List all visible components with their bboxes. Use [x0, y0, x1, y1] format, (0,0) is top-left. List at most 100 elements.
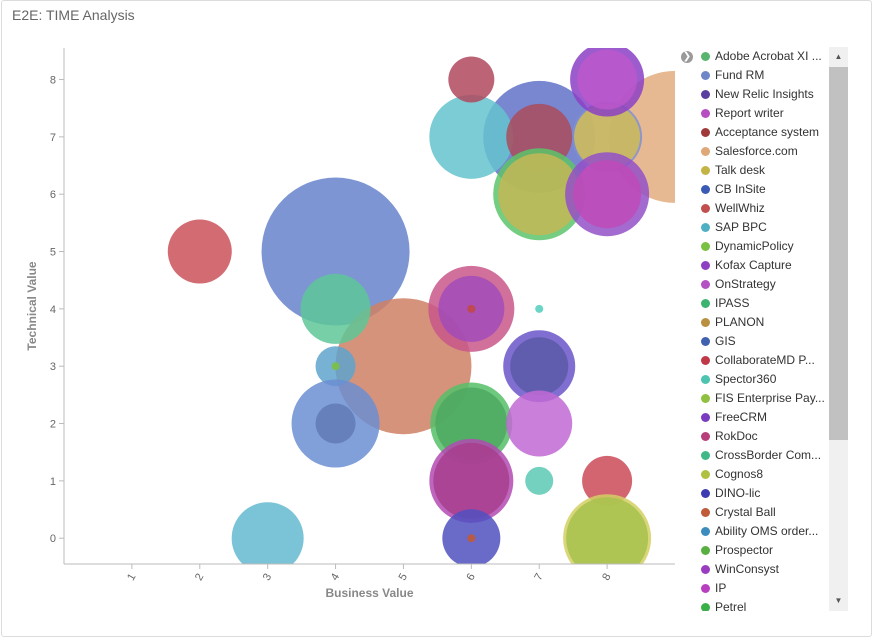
bubble-19[interactable] [467, 304, 476, 313]
legend-item[interactable]: CollaborateMD P... [701, 351, 827, 370]
y-tick-label: 7 [50, 132, 56, 144]
legend-item[interactable]: DynamicPolicy [701, 237, 827, 256]
bubble-22[interactable] [331, 362, 340, 371]
legend-dot-icon [701, 166, 710, 175]
legend-item[interactable]: Acceptance system [701, 123, 827, 142]
bubble-29[interactable] [506, 390, 573, 457]
bubble-15[interactable] [167, 219, 232, 284]
bubble-16[interactable] [300, 273, 371, 344]
legend-dot-icon [701, 52, 710, 61]
legend-item[interactable]: GIS [701, 332, 827, 351]
legend-item[interactable]: RokDoc [701, 427, 827, 446]
bubble-11[interactable] [573, 160, 642, 229]
bubble-33[interactable] [582, 455, 633, 506]
x-tick-label: 8 [600, 572, 613, 583]
legend-dot-icon [701, 223, 710, 232]
legend-item[interactable]: Cognos8 [701, 465, 827, 484]
legend-dot-icon [701, 299, 710, 308]
legend-dot-icon [701, 470, 710, 479]
legend-label: Ability OMS order... [715, 524, 819, 538]
panel-title: E2E: TIME Analysis [12, 7, 135, 23]
legend-item[interactable]: PLANON [701, 313, 827, 332]
legend-label: IP [715, 581, 727, 595]
legend-label: Acceptance system [715, 125, 820, 139]
legend-item[interactable]: Crystal Ball [701, 503, 827, 522]
legend-item[interactable]: Petrel [701, 598, 827, 611]
bubble-28[interactable] [435, 387, 508, 460]
y-tick-label: 6 [50, 189, 56, 201]
bubble-35[interactable] [467, 534, 476, 543]
legend-dot-icon [701, 204, 710, 213]
bubble-32[interactable] [525, 466, 554, 495]
bubble-20[interactable] [535, 304, 544, 313]
x-tick-label: 4 [329, 572, 342, 583]
legend-toggle-icon[interactable]: ❯ [681, 51, 693, 63]
x-tick-label: 1 [125, 572, 138, 583]
legend-dot-icon [701, 356, 710, 365]
legend-item[interactable]: Spector360 [701, 370, 827, 389]
scroll-thumb[interactable] [829, 67, 848, 440]
bubble-36[interactable] [231, 502, 304, 574]
legend-item[interactable]: Adobe Acrobat XI ... [701, 47, 827, 66]
legend-dot-icon [701, 451, 710, 460]
y-tick-label: 8 [50, 75, 56, 87]
legend-label: Crystal Ball [715, 505, 776, 519]
legend-item[interactable]: Ability OMS order... [701, 522, 827, 541]
legend-label: Talk desk [715, 163, 766, 177]
legend-item[interactable]: SAP BPC [701, 218, 827, 237]
legend-dot-icon [701, 394, 710, 403]
bubble-24[interactable] [510, 337, 569, 396]
legend-label: Salesforce.com [715, 144, 798, 158]
legend-label: IPASS [715, 296, 750, 310]
y-tick-label: 5 [50, 247, 56, 259]
legend-label: CollaborateMD P... [715, 353, 815, 367]
legend-dot-icon [701, 584, 710, 593]
legend-item[interactable]: Fund RM [701, 66, 827, 85]
legend-item[interactable]: DINO-lic [701, 484, 827, 503]
legend-item[interactable]: FIS Enterprise Pay... [701, 389, 827, 408]
legend-label: Spector360 [715, 372, 777, 386]
bubble-5[interactable] [574, 103, 641, 170]
legend-item[interactable]: CrossBorder Com... [701, 446, 827, 465]
bubble-26[interactable] [315, 403, 356, 444]
bubble-31[interactable] [433, 442, 510, 519]
legend-item[interactable]: Report writer [701, 104, 827, 123]
legend-scrollbar[interactable]: ▲ ▼ [829, 47, 848, 611]
legend-dot-icon [701, 147, 710, 156]
legend-item[interactable]: Salesforce.com [701, 142, 827, 161]
legend-item[interactable]: IPASS [701, 294, 827, 313]
legend-label: FreeCRM [715, 410, 768, 424]
legend: ❯ Adobe Acrobat XI ... Fund RM New Relic I… [681, 47, 848, 611]
y-tick-label: 1 [50, 476, 56, 488]
legend-dot-icon [701, 261, 710, 270]
legend-item[interactable]: WellWhiz [701, 199, 827, 218]
legend-dot-icon [701, 337, 710, 346]
bubble-38[interactable] [566, 497, 649, 579]
legend-item[interactable]: IP [701, 579, 827, 598]
legend-label: Report writer [715, 106, 784, 120]
legend-item[interactable]: Prospector [701, 541, 827, 560]
legend-item[interactable]: FreeCRM [701, 408, 827, 427]
legend-item[interactable]: New Relic Insights [701, 85, 827, 104]
legend-item[interactable]: OnStrategy [701, 275, 827, 294]
legend-item[interactable]: Kofax Capture [701, 256, 827, 275]
bubble-9[interactable] [498, 153, 581, 236]
scroll-up-icon[interactable]: ▲ [834, 52, 843, 61]
bubble-14[interactable] [448, 56, 495, 103]
legend-label: FIS Enterprise Pay... [715, 391, 825, 405]
legend-item[interactable]: Talk desk [701, 161, 827, 180]
legend-label: Petrel [715, 600, 747, 611]
x-tick-label: 6 [464, 572, 477, 583]
legend-label: RokDoc [715, 429, 758, 443]
bubble-6[interactable] [429, 94, 514, 179]
bubble-0[interactable] [261, 177, 410, 326]
y-tick-label: 4 [50, 304, 56, 316]
legend-item[interactable]: CB InSite [701, 180, 827, 199]
legend-item[interactable]: WinConsyst [701, 560, 827, 579]
bubble-13[interactable] [577, 49, 638, 110]
legend-label: PLANON [715, 315, 765, 329]
y-tick-label: 0 [50, 533, 56, 545]
legend-dot-icon [701, 90, 710, 99]
scroll-down-icon[interactable]: ▼ [834, 596, 843, 605]
